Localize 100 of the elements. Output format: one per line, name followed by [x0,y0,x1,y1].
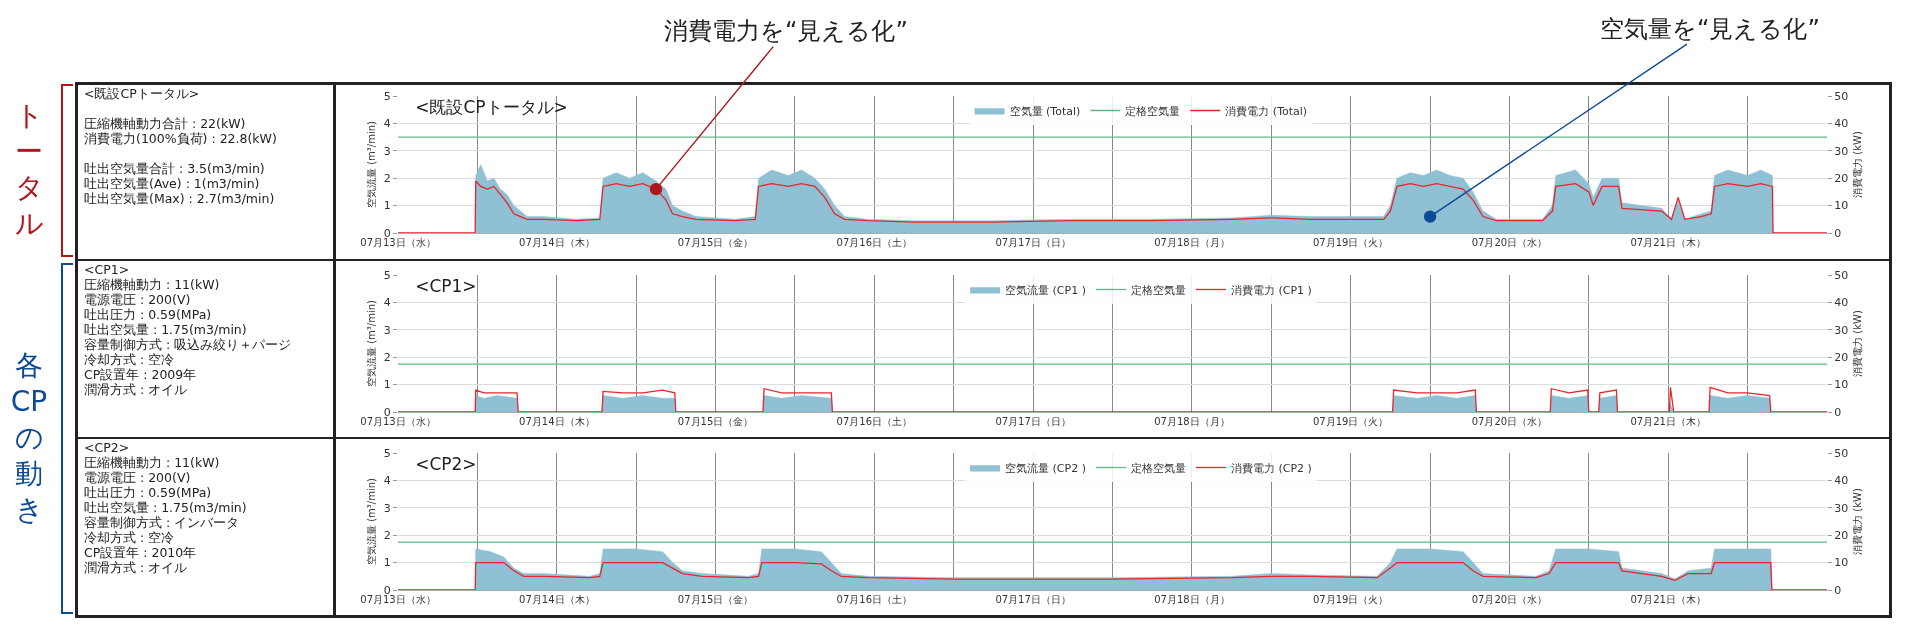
y2-tick-label: 20 [1834,529,1849,543]
y2-tick-label: 10 [1834,556,1849,570]
y2-tick-label: 40 [1834,295,1849,309]
x-tick-label: 07月14日（木） [519,594,595,606]
y2-tick-label: 30 [1834,144,1849,158]
y2-tick-label: 50 [1834,268,1849,282]
text: 冷却方式 : 空冷 [84,530,176,546]
x-tick-label: 07月16日（土） [836,415,913,427]
y2-tick-label: 40 [1834,474,1849,488]
y2-tick-label: 10 [1834,199,1849,213]
x-tick-label: 07月21日（木） [1630,237,1706,248]
y2-axis-title: 消費電力 (kW) [1851,131,1863,198]
y-tick-label: 3 [383,323,391,337]
y-tick-label: 2 [383,350,391,364]
legend-label: 消費電力 (CP1 ) [1230,283,1312,297]
x-tick-label: 07月20日（水） [1471,415,1548,427]
legend-label: 定格空気量 [1130,283,1186,297]
annotation: 消費電力を“見える化” [664,17,908,45]
chart-title: <既設CPトータル> [415,97,568,118]
text: 吐出空気量合計 : 3.5(m3/min) [84,161,266,176]
text: 容量制御方式 : 吸込み絞り＋パージ [84,336,293,352]
text: 容量制御方式 : インバータ [84,515,241,531]
text: 吐出空気量(Ave) : 1(m3/min) [84,176,261,191]
y-tick-label: 4 [383,117,391,131]
legend-label: 空気流量 (CP2 ) [1005,462,1086,476]
y2-axis-title: 消費電力 (kW) [1851,309,1863,377]
legend-label: 消費電力 (CP2 ) [1230,462,1312,476]
x-tick-label: 07月19日（火） [1312,594,1389,606]
x-tick-label: 07月18日（月） [1154,594,1230,606]
y2-tick-label: 0 [1834,584,1842,598]
text: <CP2> [84,440,131,456]
y-tick-label: 2 [383,529,391,543]
x-tick-label: 07月14日（木） [519,415,595,427]
y2-tick-label: 50 [1834,447,1849,461]
legend-label: 空気流量 (CP1 ) [1005,283,1086,297]
y-axis-title: 空気流量 (m³/min) [365,299,377,387]
x-tick-label: 07月21日（木） [1630,594,1706,606]
x-tick-label: 07月17日（日） [995,237,1071,248]
chart-title: <CP1> [415,276,477,297]
y2-tick-label: 30 [1834,501,1849,515]
y-tick-label: 5 [383,268,391,282]
annotation: 空気量を“見える化” [1600,15,1820,43]
y2-tick-label: 0 [1834,405,1842,419]
y-tick-label: 1 [383,378,391,392]
y2-tick-label: 40 [1834,117,1849,131]
text: 各CPの動き [10,348,48,529]
y-tick-label: 2 [383,172,391,186]
text: CP設置年 : 2010年 [84,545,198,561]
x-tick-label: 07月17日（日） [995,594,1071,606]
legend-label: 定格空気量 [1125,104,1181,118]
x-tick-label: 07月17日（日） [995,415,1071,427]
text: 吐出圧力 : 0.59(MPa) [84,306,213,322]
x-tick-label: 07月16日（土） [836,594,913,606]
y-axis-title: 空気流量 (m³/min) [365,120,377,208]
x-tick-label: 07月16日（土） [836,237,913,248]
y2-tick-label: 20 [1834,350,1849,364]
legend-label: 空気量 (Total) [1009,104,1081,118]
text: 電源電圧 : 200(V) [84,291,192,307]
x-tick-label: 07月13日（水） [360,415,436,427]
text: 潤滑方式 : オイル [84,381,189,397]
y-tick-label: 1 [383,556,391,570]
y2-tick-label: 30 [1834,323,1849,337]
x-tick-label: 07月15日（金） [677,594,754,606]
text: 吐出空気量 : 1.75(m3/min) [84,321,248,337]
y2-tick-label: 20 [1834,172,1849,186]
x-tick-label: 07月18日（月） [1154,237,1230,248]
text: <既設CPトータル> [84,86,201,101]
x-tick-label: 07月19日（火） [1312,237,1389,248]
y-tick-label: 5 [383,447,391,461]
text: 吐出空気量 : 1.75(m3/min) [84,500,248,516]
text: <CP1> [84,261,131,277]
y-tick-label: 3 [383,501,391,515]
x-tick-label: 07月20日（水） [1471,594,1548,606]
legend-label: 消費電力 (Total) [1225,104,1308,118]
x-tick-label: 07月19日（火） [1312,415,1389,427]
text: 圧縮機軸動力合計 : 22(kW) [84,116,247,131]
x-tick-label: 07月15日（金） [677,237,754,248]
y-tick-label: 5 [383,89,391,103]
text: 圧縮機軸動力 : 11(kW) [84,455,221,471]
x-tick-label: 07月13日（水） [360,237,436,248]
text: 消費電力(100%負荷) : 22.8(kW) [84,131,278,146]
text: 潤滑方式 : オイル [84,560,189,576]
y2-axis-title: 消費電力 (kW) [1851,488,1863,556]
y2-tick-label: 0 [1834,226,1842,240]
text: 冷却方式 : 空冷 [84,351,176,367]
text: 吐出空気量(Max) : 2.7(m3/min) [84,191,276,206]
text: 圧縮機軸動力 : 11(kW) [84,276,221,292]
text: 吐出圧力 : 0.59(MPa) [84,485,213,501]
x-tick-label: 07月20日（水） [1471,237,1548,248]
text: CP設置年 : 2009年 [84,366,198,382]
y2-tick-label: 50 [1834,89,1849,103]
x-tick-label: 07月13日（水） [360,594,436,606]
text: 電源電圧 : 200(V) [84,470,192,486]
legend-label: 定格空気量 [1130,462,1186,476]
y-tick-label: 4 [383,295,391,309]
x-tick-label: 07月18日（月） [1154,415,1230,427]
text: トータル [14,98,44,243]
y-tick-label: 1 [383,199,391,213]
y-tick-label: 3 [383,144,391,158]
x-tick-label: 07月15日（金） [677,415,754,427]
